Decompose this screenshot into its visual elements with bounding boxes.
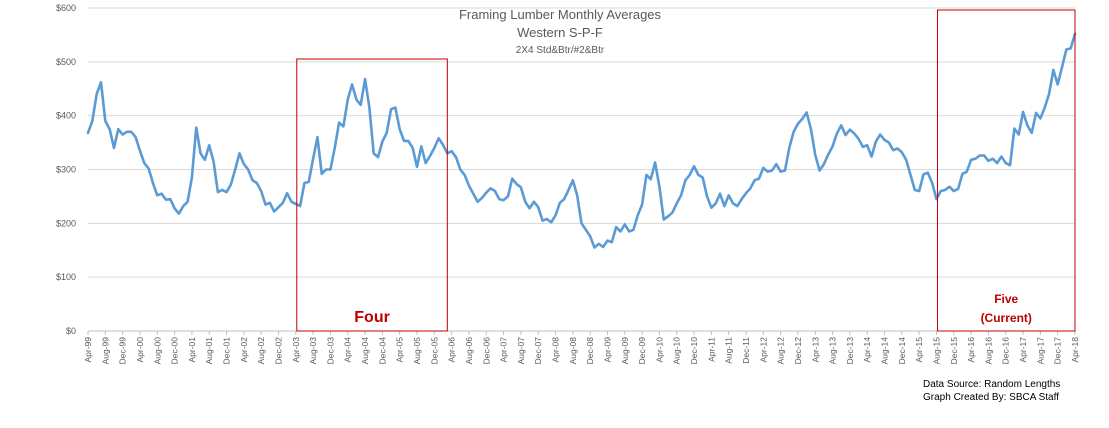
x-tick-label: Apr-15: [914, 337, 924, 363]
x-tick-label: Apr-13: [810, 337, 820, 363]
x-tick-label: Apr-14: [862, 337, 872, 363]
x-tick-label: Aug-13: [828, 337, 838, 365]
x-tick-label: Aug-03: [308, 337, 318, 365]
x-tick-label: Dec-14: [897, 337, 907, 365]
x-tick-label: Dec-00: [170, 337, 180, 365]
x-tick-label: Dec-06: [481, 337, 491, 365]
x-tick-label: Aug-01: [204, 337, 214, 365]
x-tick-label: Dec-17: [1053, 337, 1063, 365]
x-tick-label: Apr-05: [395, 337, 405, 363]
x-tick-label: Dec-03: [325, 337, 335, 365]
x-tick-label: Aug-02: [256, 337, 266, 365]
x-tick-label: Dec-99: [118, 337, 128, 365]
x-tick-label: Aug-11: [724, 337, 734, 364]
x-tick-label: Aug-12: [776, 337, 786, 365]
x-tick-label: Apr-04: [343, 337, 353, 363]
x-tick-label: Apr-18: [1070, 337, 1080, 363]
y-tick-label: $300: [56, 165, 76, 175]
x-tick-label: Dec-12: [793, 337, 803, 365]
x-tick-label: Aug-04: [360, 337, 370, 365]
x-tick-label: Apr-10: [654, 337, 664, 363]
x-tick-label: Apr-01: [187, 337, 197, 363]
graph-credit-note: Graph Created By: SBCA Staff: [923, 392, 1059, 403]
x-tick-label: Dec-10: [689, 337, 699, 365]
chart-title: Framing Lumber Monthly Averages: [459, 7, 662, 22]
x-tick-label: Dec-01: [222, 337, 232, 365]
y-tick-label: $500: [56, 57, 76, 67]
x-tick-label: Aug-15: [931, 337, 941, 365]
x-tick-label: Aug-99: [100, 337, 110, 365]
x-tick-label: Aug-16: [983, 337, 993, 365]
y-tick-label: $400: [56, 111, 76, 121]
x-tick-label: Aug-00: [152, 337, 162, 365]
x-tick-label: Dec-09: [637, 337, 647, 365]
y-tick-label: $600: [56, 3, 76, 13]
x-tick-label: Dec-13: [845, 337, 855, 365]
x-tick-label: Aug-14: [880, 337, 890, 365]
highlight-box: [936, 9, 1076, 332]
y-axis-tick-labels: $0 $100 $200 $300 $400 $500 $600: [56, 3, 76, 336]
y-tick-label: $200: [56, 218, 76, 228]
chart-subsubtitle: 2X4 Std&Btr/#2&Btr: [516, 45, 605, 56]
x-tick-label: Aug-05: [412, 337, 422, 365]
highlight-label: Five: [994, 292, 1018, 306]
x-tick-label: Apr-99: [83, 337, 93, 363]
x-tick-label: Apr-09: [602, 337, 612, 363]
x-tick-label: Dec-04: [377, 337, 387, 365]
data-source-note: Data Source: Random Lengths: [923, 379, 1060, 390]
x-tick-label: Apr-07: [499, 337, 509, 363]
highlight-boxes: Four Five (Current): [296, 9, 1076, 332]
highlight-label: Four: [354, 309, 390, 326]
lumber-price-line: [86, 32, 1077, 249]
x-axis-tick-labels: Apr-99 Aug-99 Dec-99 Apr-00 Aug-00 Dec-00 Apr-…: [83, 331, 1080, 364]
x-tick-label: Apr-08: [551, 337, 561, 363]
x-tick-label: Aug-17: [1035, 337, 1045, 365]
highlight-label: (Current): [981, 311, 1032, 325]
x-tick-label: Dec-02: [273, 337, 283, 365]
x-tick-label: Apr-02: [239, 337, 249, 363]
x-tick-label: Aug-08: [568, 337, 578, 365]
chart-subtitle: Western S-P-F: [517, 25, 603, 40]
x-tick-label: Apr-17: [1018, 337, 1028, 363]
x-tick-label: Dec-05: [429, 337, 439, 365]
x-tick-label: Aug-07: [516, 337, 526, 365]
x-tick-label: Aug-06: [464, 337, 474, 365]
x-tick-label: Apr-12: [758, 337, 768, 363]
series-layer: [86, 32, 1077, 249]
x-tick-label: Aug-10: [672, 337, 682, 365]
x-tick-label: Apr-11: [706, 337, 716, 362]
x-tick-label: Dec-11: [741, 337, 751, 364]
y-tick-label: $0: [66, 326, 76, 336]
x-tick-label: Apr-16: [966, 337, 976, 363]
x-tick-label: Dec-08: [585, 337, 595, 365]
x-tick-label: Apr-00: [135, 337, 145, 363]
x-tick-label: Dec-07: [533, 337, 543, 365]
highlight-box: [296, 58, 448, 332]
y-tick-label: $100: [56, 272, 76, 282]
x-tick-label: Dec-15: [949, 337, 959, 365]
x-tick-label: Apr-03: [291, 337, 301, 363]
x-tick-label: Apr-06: [447, 337, 457, 363]
x-tick-label: Dec-16: [1001, 337, 1011, 365]
x-tick-label: Aug-09: [620, 337, 630, 365]
